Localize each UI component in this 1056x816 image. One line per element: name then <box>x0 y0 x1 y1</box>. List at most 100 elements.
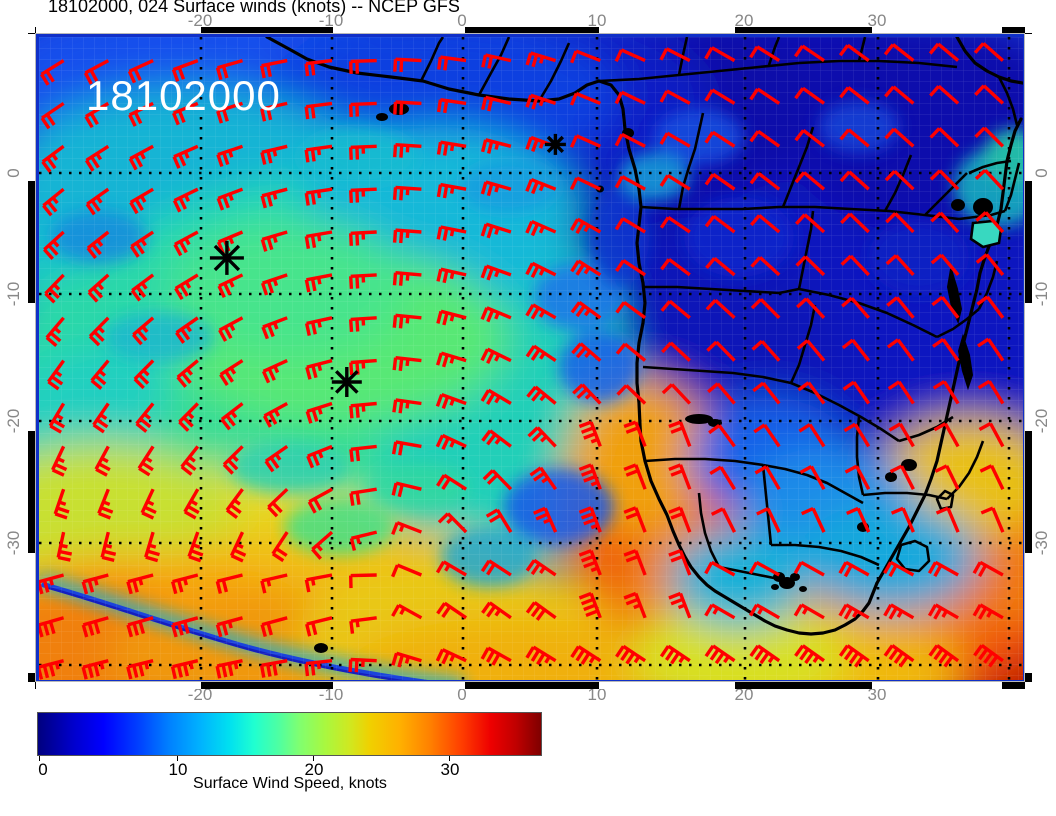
wind-barb <box>840 212 870 234</box>
wind-barb <box>659 89 691 105</box>
wind-barb <box>839 170 870 191</box>
wind-barb <box>178 402 200 432</box>
wind-barb <box>180 445 200 476</box>
wind-barb <box>754 465 781 491</box>
colorbar-label-2: 20 <box>304 760 324 779</box>
wind-barb <box>144 531 160 563</box>
wind-barb <box>215 58 243 81</box>
wind-barb <box>304 316 333 336</box>
wind-barb <box>752 381 781 405</box>
y-tick-label-left-2: -20 <box>4 408 23 434</box>
wind-barb <box>570 217 602 235</box>
wind-barb <box>705 298 736 320</box>
wind-barb <box>392 185 422 201</box>
wind-barb <box>260 101 288 122</box>
wind-barb <box>980 506 1005 533</box>
country-borders <box>419 37 1021 581</box>
wind-barb <box>176 359 199 388</box>
wind-barb <box>794 171 826 191</box>
wind-barb <box>392 271 422 286</box>
wind-barb <box>756 507 781 533</box>
wind-barb <box>614 90 646 105</box>
wind-barb <box>127 59 154 84</box>
wind-barb <box>525 178 557 195</box>
wind-barb <box>84 144 110 172</box>
wind-barb <box>525 93 557 110</box>
wind-barb <box>435 560 467 577</box>
y-tick-label-left-3: -30 <box>4 530 23 556</box>
wind-barb <box>174 273 199 300</box>
wind-barb <box>436 473 468 491</box>
wind-barb <box>262 402 289 428</box>
wind-barb <box>391 440 422 456</box>
rift-lakes <box>885 268 974 482</box>
wind-barb <box>934 464 960 490</box>
wind-barb <box>83 59 110 85</box>
wind-barb <box>81 659 109 680</box>
x-tick-label-bottom-3: 10 <box>587 685 607 704</box>
axis-bar-top <box>35 27 1025 34</box>
wind-barb <box>623 549 647 576</box>
wind-barb <box>436 267 467 284</box>
wind-barb <box>578 463 602 490</box>
wind-barb <box>668 549 692 576</box>
wind-barb <box>264 445 289 473</box>
wind-barb <box>349 187 377 203</box>
wind-barb <box>172 144 199 169</box>
colorbar-tick-3 <box>449 756 450 761</box>
map-plot-area[interactable]: 18102000 <box>35 33 1025 682</box>
wind-barb <box>704 560 736 577</box>
wind-barb <box>267 487 289 518</box>
wind-barb <box>56 531 73 562</box>
wind-barb <box>838 603 870 620</box>
wind-barb <box>974 126 1005 148</box>
wind-barb <box>90 359 110 390</box>
wind-barb <box>41 144 65 173</box>
wind-barb <box>393 57 422 73</box>
wind-barb <box>85 187 110 216</box>
wind-barb <box>86 230 110 259</box>
wind-barb <box>578 420 602 448</box>
wind-barb <box>796 297 826 319</box>
wind-barb <box>927 603 959 620</box>
wind-barb <box>704 172 736 191</box>
wind-barb <box>668 591 692 619</box>
wind-barb <box>794 86 825 105</box>
wind-barb <box>749 214 781 234</box>
wind-barb <box>42 187 65 217</box>
colorbar-tick-0 <box>39 756 40 761</box>
wind-barb <box>883 560 915 578</box>
wind-barb <box>39 659 65 680</box>
wind-barb <box>53 488 70 520</box>
wind-barb <box>800 506 826 533</box>
wind-barb <box>304 573 333 593</box>
wind-barb <box>659 131 691 148</box>
wind-barb <box>525 558 557 577</box>
wind-barb <box>92 402 110 434</box>
wind-barb <box>393 143 422 158</box>
wind-barb <box>525 601 557 621</box>
wind-barb <box>793 603 825 620</box>
wind-barb <box>527 426 557 448</box>
wind-barb <box>222 445 244 475</box>
wind-barb <box>304 58 333 77</box>
wind-barb <box>798 423 826 448</box>
wind-barb <box>391 651 422 668</box>
wind-barb <box>884 85 915 105</box>
wind-barb <box>525 51 557 68</box>
wind-barb <box>437 512 468 534</box>
wind-barb <box>668 463 692 490</box>
wind-barb <box>39 616 65 638</box>
wind-barb <box>704 603 736 620</box>
wind-barb <box>799 465 826 491</box>
wind-barb <box>841 338 871 362</box>
wind-barb <box>485 508 513 533</box>
wind-barb <box>661 383 692 405</box>
wind-barb <box>883 603 915 620</box>
wind-barb <box>435 393 467 409</box>
x-tick-label-bottom-0: -20 <box>187 685 213 704</box>
wind-barb <box>436 140 467 156</box>
wind-barb <box>928 644 960 668</box>
x-tick-label-bottom-4: 20 <box>734 685 754 704</box>
wind-barb <box>126 616 154 638</box>
